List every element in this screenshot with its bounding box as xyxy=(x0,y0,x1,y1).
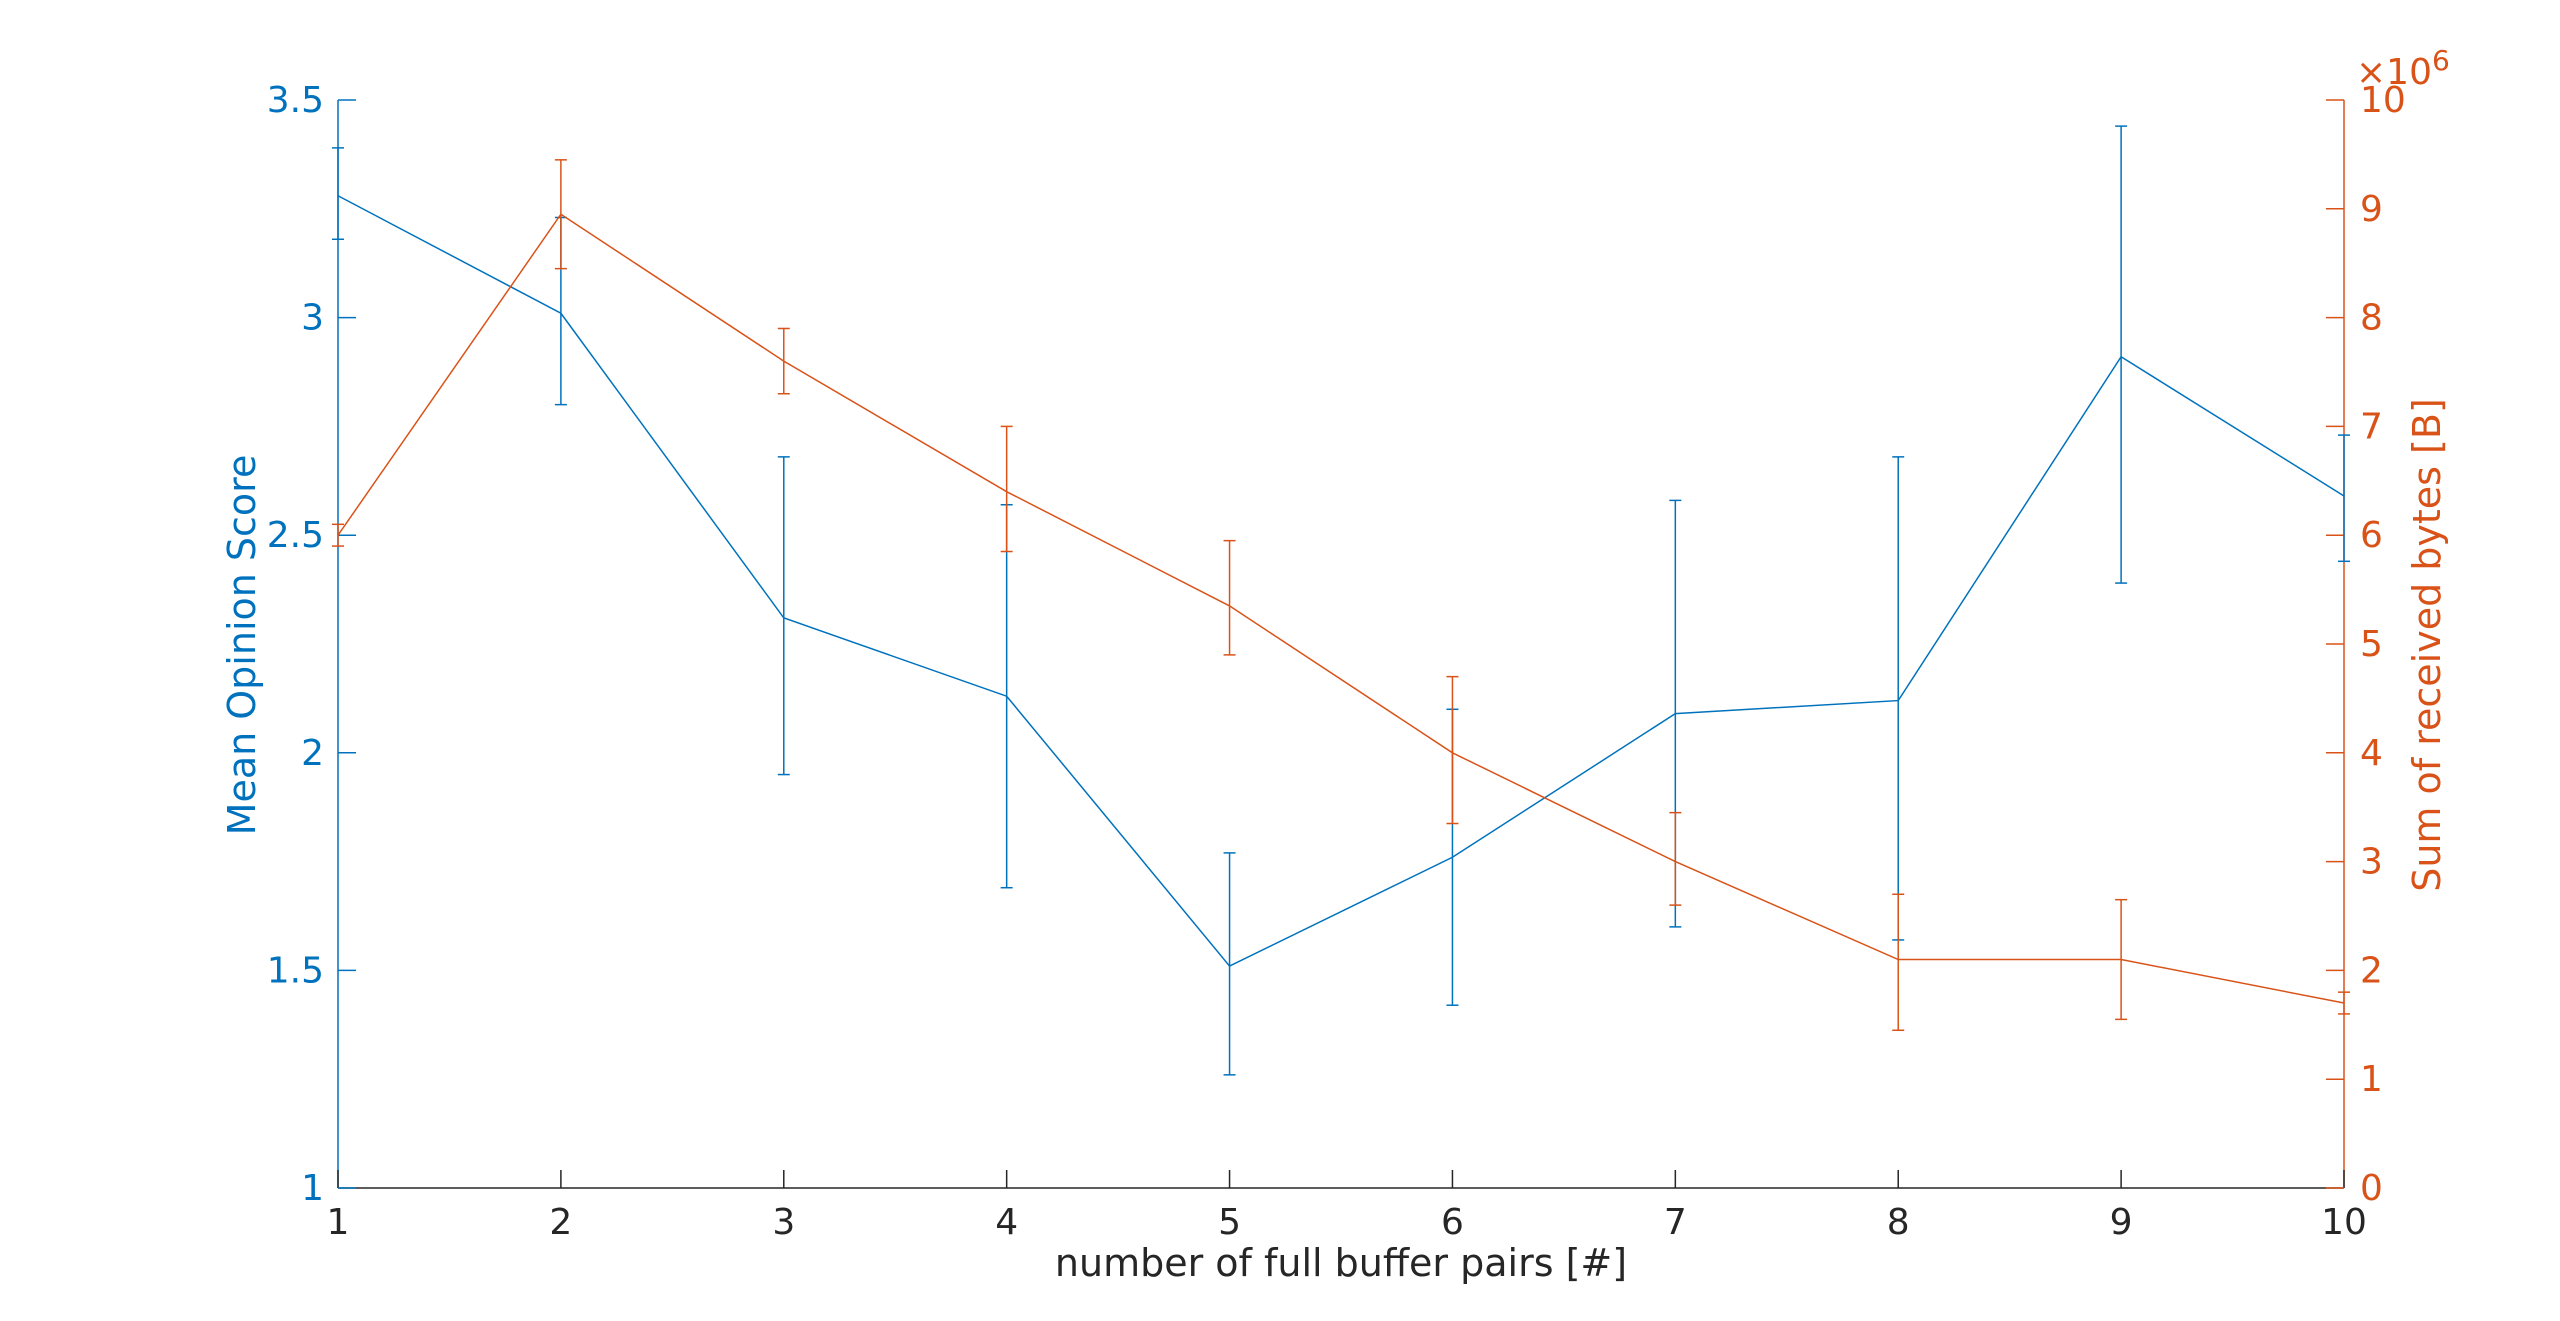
x-tick-label: 5 xyxy=(1218,1202,1241,1243)
x-tick-label: 8 xyxy=(1887,1202,1910,1243)
right-y-tick-label: 2 xyxy=(2360,950,2383,991)
left-y-tick-label: 1.5 xyxy=(267,950,324,991)
multiplier-exponent: 6 xyxy=(2432,44,2450,77)
x-tick-label: 6 xyxy=(1441,1202,1464,1243)
right-y-tick-label: 7 xyxy=(2360,406,2383,447)
bytes-series xyxy=(332,159,2350,1031)
multiplier-base: ×10 xyxy=(2356,52,2432,93)
series-layer xyxy=(332,125,2350,1076)
right-y-tick-label: 9 xyxy=(2360,189,2383,230)
left-y-tick-label: 1 xyxy=(301,1168,324,1209)
mos-series xyxy=(332,125,2350,1076)
right-y-tick-label: 5 xyxy=(2360,624,2383,665)
right-y-tick-label: 10 xyxy=(2360,80,2406,121)
series-line xyxy=(337,213,2345,1004)
x-tick-label: 9 xyxy=(2110,1202,2133,1243)
x-tick-label: 3 xyxy=(772,1202,795,1243)
x-tick-label: 4 xyxy=(995,1202,1018,1243)
x-tick-label: 2 xyxy=(549,1202,572,1243)
x-tick-label: 7 xyxy=(1664,1202,1687,1243)
right-y-tick-label: 1 xyxy=(2360,1059,2383,1100)
right-axis-title: Sum of received bytes [B] xyxy=(2405,398,2449,892)
left-axis-title: Mean Opinion Score xyxy=(220,455,264,836)
axes: 1 2 3 4 5 6 7 8 9 10 1 1.5 2 2.5 3 3.5 0 1 2 3 4 5 6 7 8 9 10 xyxy=(267,80,2406,1243)
right-y-tick-label: 8 xyxy=(2360,298,2383,339)
left-y-tick-label: 2 xyxy=(301,733,324,774)
x-tick-label: 10 xyxy=(2321,1202,2367,1243)
right-y-tick-label: 6 xyxy=(2360,515,2383,556)
left-y-tick-label: 3 xyxy=(301,298,324,339)
x-tick-label: 1 xyxy=(327,1202,350,1243)
right-y-tick-label: 4 xyxy=(2360,733,2383,774)
right-y-tick-label: 0 xyxy=(2360,1168,2383,1209)
left-y-tick-label: 2.5 xyxy=(267,515,324,556)
series-line xyxy=(337,195,2345,967)
x-axis-title: number of full buffer pairs [#] xyxy=(1055,1241,1627,1285)
labels-layer: number of full buffer pairs [#] Mean Opi… xyxy=(220,44,2450,1285)
left-y-tick-label: 3.5 xyxy=(267,80,324,121)
right-axis-multiplier: ×106 xyxy=(2356,44,2450,93)
right-y-tick-label: 3 xyxy=(2360,842,2383,883)
